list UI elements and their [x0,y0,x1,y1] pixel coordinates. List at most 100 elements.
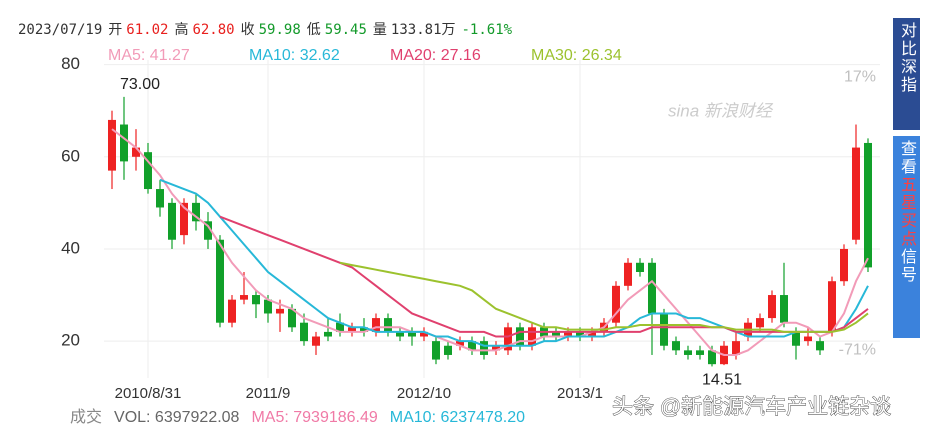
quote-value: 61.02 [126,22,168,38]
candle-body [348,327,356,332]
candle-body [324,331,332,337]
quote-label: 量 [373,22,387,38]
candle-body [684,350,692,355]
legend-entry: MA5: 41.27 [108,47,190,64]
candle-body [240,295,248,300]
x-tick-label: 2012/10 [397,385,451,402]
candle-body [372,318,380,332]
candle-body [660,313,668,346]
y-tick-label: 20 [61,331,80,350]
candle-body [228,299,236,323]
candle-body [492,345,500,351]
side-button[interactable]: 查看 五星买点 信号 [893,136,920,338]
candle-body [564,331,572,337]
quote-date: 2023/07/19 [18,22,102,38]
side-button[interactable]: 对比深指 [893,18,920,130]
button-text: 查看 [898,140,915,176]
candle-body [396,331,404,337]
candle-body [144,152,152,190]
candle-body [732,341,740,355]
candle-body [360,327,368,332]
volume-item: 成交 [70,408,102,426]
extreme-label: 14.51 [702,372,742,389]
quote-value: 59.98 [259,22,301,38]
candle-body [168,202,176,240]
y-tick-label: 40 [61,238,80,257]
quote-value: 133.81万 [391,22,456,38]
candle-body [864,142,872,268]
candle-body [456,341,464,346]
candle-body [816,341,824,351]
candle-body [120,124,128,162]
watermark: 头条 @新能源汽车产业链杂谈 [612,396,891,419]
candle-body [468,341,476,351]
candle-body [216,239,224,323]
legend-entry: MA20: 27.16 [390,47,481,64]
candle-body [132,147,140,157]
quote-label: 收 [241,22,255,38]
candle-body [624,262,632,286]
button-text: 对比深指 [898,22,915,94]
candle-body [588,331,596,337]
candle-body [828,281,836,332]
candle-body [264,299,272,314]
candle-body [156,189,164,208]
legend-entry: MA10: 32.62 [249,47,340,64]
x-tick-label: 2013/1 [557,385,603,402]
legend-entry: MA30: 26.34 [531,47,622,64]
volume-item: MA5: 7939186.49 [251,409,377,426]
y2-tick-label: -71% [839,341,876,358]
candle-body [252,295,260,305]
candle-body [312,336,320,346]
candle-body [180,202,188,236]
quote-value: 59.45 [325,22,367,38]
candle-body [300,322,308,342]
button-text: 信号 [898,248,915,284]
ma-line [339,261,869,333]
candle-body [288,308,296,328]
y-tick-label: 60 [61,146,80,165]
candle-body [336,322,344,332]
quote-label: 开 [108,22,122,38]
candle-body [384,318,392,332]
volume-item: VOL: 6397922.08 [114,409,240,426]
candle-body [516,327,524,346]
candle-body [108,119,116,171]
candle-body [780,295,788,323]
candle-body [552,331,560,337]
candle-body [768,295,776,319]
candle-body [504,327,512,351]
y2-tick-label: 17% [844,68,876,85]
ma-line [219,215,869,338]
candle-body [672,341,680,351]
volume-item: MA10: 6237478.20 [390,409,525,426]
quote-value: 62.80 [192,22,234,38]
candle-body [528,327,536,346]
logo: sina 新浪财经 [668,101,774,120]
quote-line: 2023/07/19 开 61.02 高 62.80 收 59.98 低 59.45 量 133.8… [18,21,513,38]
y-tick-label: 80 [61,54,80,73]
candle-body [204,221,212,240]
candle-body [192,202,200,222]
volume-readout: 成交 VOL: 6397922.08 MA5: 7939186.49 MA10: 62… [70,408,525,426]
x-tick-label: 2010/8/31 [115,385,182,402]
candle-body [648,262,656,314]
candle-body [480,341,488,355]
candle-body [432,341,440,360]
candle-body [804,336,812,342]
quote-label: 高 [174,21,188,38]
ma-line [111,128,869,356]
quote-change: -1.61% [462,22,513,38]
candle-body [696,350,704,355]
candle-body [408,331,416,337]
candle-body [612,285,620,323]
candle-body [792,331,800,346]
button-text: 五星买点 [898,176,915,248]
candle-body [420,331,428,337]
quote-label: 低 [307,22,321,38]
candle-body [276,308,284,314]
candle-body [444,345,452,355]
candle-body [840,248,848,282]
